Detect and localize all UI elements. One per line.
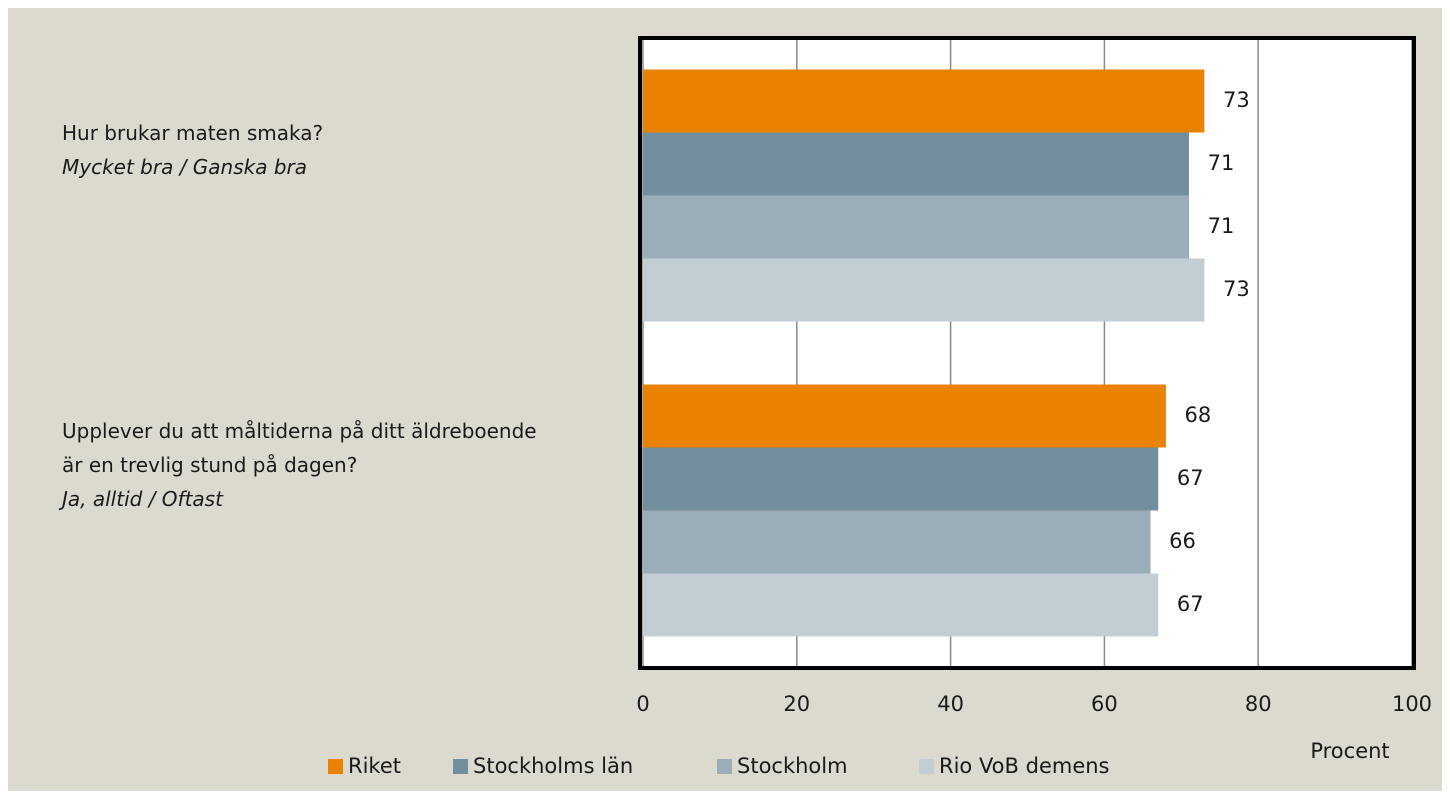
- value-label: 71: [1208, 214, 1235, 238]
- value-label: 67: [1177, 466, 1204, 490]
- value-label: 68: [1185, 403, 1212, 427]
- value-label: 73: [1223, 88, 1250, 112]
- x-tick-label: 60: [1091, 692, 1118, 716]
- x-tick-label: 20: [783, 692, 810, 716]
- legend-swatch: [919, 759, 934, 774]
- category-label: Hur brukar maten smaka? Mycket bra / Gans…: [62, 116, 562, 184]
- bar: [643, 195, 1189, 259]
- plot-border: [638, 36, 1416, 670]
- value-label: 71: [1208, 151, 1235, 175]
- x-tick-label: 100: [1392, 692, 1432, 716]
- legend-swatch: [328, 759, 343, 774]
- bar: [643, 384, 1166, 448]
- bar: [643, 573, 1159, 637]
- legend-label: Rio VoB demens: [939, 754, 1110, 778]
- x-axis-label: Procent: [1310, 739, 1389, 763]
- value-label: 66: [1169, 529, 1196, 553]
- bar: [643, 447, 1159, 511]
- x-tick-label: 0: [636, 692, 649, 716]
- legend-swatch: [453, 759, 468, 774]
- bar: [643, 510, 1151, 574]
- category-note: Mycket bra / Ganska bra: [62, 154, 308, 179]
- bar: [643, 258, 1205, 322]
- category-note: Ja, alltid / Oftast: [62, 486, 223, 511]
- legend-label: Stockholm: [737, 754, 848, 778]
- value-label: 67: [1177, 592, 1204, 616]
- bar: [643, 69, 1205, 133]
- bar: [643, 132, 1189, 196]
- legend-label: Stockholms län: [473, 754, 633, 778]
- legend-label: Riket: [348, 754, 401, 778]
- value-label: 73: [1223, 277, 1250, 301]
- x-tick-label: 80: [1245, 692, 1272, 716]
- category-label: Upplever du att måltiderna på ditt äldre…: [62, 414, 562, 516]
- category-question: Upplever du att måltiderna på ditt äldre…: [62, 418, 537, 477]
- legend-swatch: [717, 759, 732, 774]
- x-tick-label: 40: [937, 692, 964, 716]
- category-question: Hur brukar maten smaka?: [62, 120, 324, 145]
